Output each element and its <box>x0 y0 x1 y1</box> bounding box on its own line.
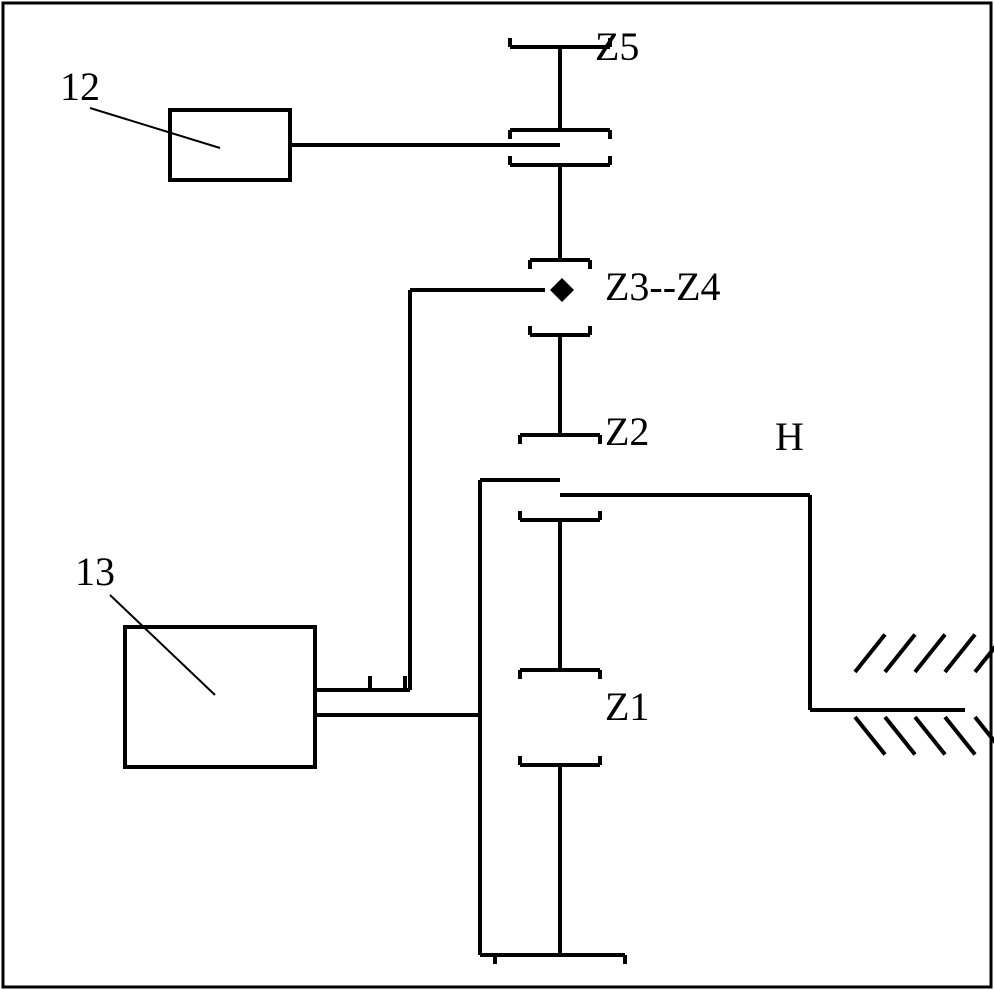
shafts-group <box>290 47 965 955</box>
label-z3z4: Z3--Z4 <box>605 264 721 309</box>
ground-hatch <box>855 635 994 755</box>
outer-frame <box>3 3 991 987</box>
label-h: H <box>775 414 804 459</box>
label-z5: Z5 <box>595 24 639 69</box>
box-12 <box>170 110 290 180</box>
leader-12 <box>90 108 220 148</box>
label-z2: Z2 <box>605 409 649 454</box>
label-13: 13 <box>75 549 115 594</box>
label-z1: Z1 <box>605 684 649 729</box>
box-13 <box>125 627 315 767</box>
label-12: 12 <box>60 64 100 109</box>
joint-diamond <box>550 278 574 302</box>
bearings <box>370 676 405 690</box>
